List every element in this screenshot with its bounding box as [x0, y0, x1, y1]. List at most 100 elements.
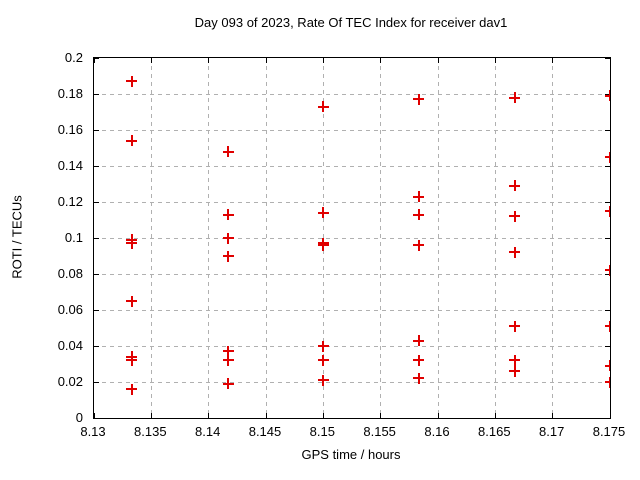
grid-line-y: [94, 165, 610, 167]
grid-line-y: [94, 237, 610, 239]
x-tick-mark: [322, 413, 324, 418]
x-tick-mark: [265, 58, 267, 63]
y-tick-mark: [605, 93, 610, 95]
y-tick-label: 0.08: [57, 266, 83, 281]
data-point-marker: [126, 354, 138, 366]
grid-line-x: [437, 58, 439, 418]
x-tick-mark: [265, 413, 267, 418]
x-tick-label: 8.13: [80, 424, 106, 439]
grid-line-y: [94, 129, 610, 131]
data-point-marker: [413, 191, 424, 203]
data-point-marker: [604, 376, 610, 388]
y-tick-mark: [605, 129, 610, 131]
y-tick-mark: [94, 345, 99, 347]
grid-line-y: [94, 273, 610, 275]
y-tick-label: 0.04: [57, 338, 83, 353]
data-point-marker: [604, 360, 610, 372]
x-tick-mark: [150, 413, 152, 418]
y-tick-label: 0.16: [57, 122, 83, 137]
data-point-marker: [126, 295, 138, 307]
data-point-marker: [222, 209, 234, 221]
x-tick-mark: [609, 58, 610, 63]
y-tick-mark: [94, 273, 99, 275]
y-tick-mark: [605, 201, 610, 203]
data-point-marker: [317, 101, 329, 113]
y-tick-mark: [94, 381, 99, 383]
y-tick-mark: [94, 165, 99, 167]
data-point-marker: [222, 354, 234, 366]
x-tick-mark: [380, 413, 382, 418]
grid-line-x: [265, 58, 267, 418]
x-tick-mark: [552, 58, 554, 63]
data-point-marker: [413, 209, 424, 221]
data-point-marker: [604, 264, 610, 276]
data-point-marker: [126, 75, 138, 87]
y-tick-mark: [605, 165, 610, 167]
y-tick-label: 0.12: [57, 194, 83, 209]
data-point-marker: [222, 345, 234, 357]
x-tick-label: 8.16: [424, 424, 450, 439]
y-tick-label: 0.2: [64, 50, 83, 65]
y-tick-mark: [94, 309, 99, 311]
x-axis-label: GPS time / hours: [301, 447, 401, 462]
data-point-marker: [317, 340, 329, 352]
x-tick-label: 8.17: [539, 424, 565, 439]
data-point-marker: [126, 383, 138, 395]
data-point-marker: [413, 239, 424, 251]
data-point-marker: [509, 246, 521, 258]
data-point-marker: [413, 335, 424, 347]
data-point-marker: [604, 205, 610, 217]
data-point-marker: [509, 365, 521, 377]
grid-line-y: [94, 93, 610, 95]
x-tick-mark: [437, 413, 439, 418]
grid-line-y: [94, 345, 610, 347]
x-tick-mark: [494, 58, 496, 63]
x-tick-label: 8.165: [478, 424, 511, 439]
y-tick-mark: [94, 237, 99, 239]
y-tick-label: 0.02: [57, 374, 83, 389]
data-point-marker: [317, 354, 329, 366]
data-point-marker: [509, 210, 521, 222]
x-tick-label: 8.145: [248, 424, 282, 439]
y-tick-mark: [605, 417, 610, 418]
y-tick-mark: [605, 273, 610, 275]
data-point-marker: [604, 151, 610, 163]
data-point-marker: [413, 354, 424, 366]
data-point-marker: [126, 237, 138, 249]
grid-line-x: [150, 58, 152, 418]
x-tick-mark: [150, 58, 152, 63]
grid-line-x: [552, 58, 554, 418]
chart-title: Day 093 of 2023, Rate Of TEC Index for r…: [194, 15, 508, 30]
y-tick-label: 0.1: [64, 230, 83, 245]
x-tick-label: 8.135: [134, 424, 167, 439]
x-tick-label: 8.155: [363, 424, 396, 439]
x-tick-label: 8.14: [195, 424, 221, 439]
y-tick-label: 0.14: [57, 158, 83, 173]
y-tick-mark: [94, 201, 99, 203]
x-tick-mark: [94, 58, 95, 63]
grid-line-x: [494, 58, 496, 418]
data-point-marker: [604, 90, 610, 102]
data-point-marker: [413, 93, 424, 105]
y-tick-mark: [94, 58, 99, 59]
grid-line-x: [380, 58, 382, 418]
grid-line-x: [208, 58, 210, 418]
data-point-marker: [413, 372, 424, 384]
x-tick-label: 8.175: [592, 424, 626, 439]
data-point-marker: [222, 378, 234, 390]
x-tick-mark: [208, 58, 210, 63]
y-tick-label: 0: [75, 410, 83, 425]
data-point-marker: [509, 180, 521, 192]
data-point-marker: [222, 232, 234, 244]
data-point-marker: [317, 239, 329, 251]
y-tick-label: 0.18: [57, 86, 83, 101]
x-tick-mark: [437, 58, 439, 63]
x-tick-mark: [609, 413, 610, 418]
y-tick-mark: [605, 58, 610, 59]
y-tick-mark: [94, 129, 99, 131]
grid-line-y: [94, 309, 610, 311]
grid-line-y: [94, 381, 610, 383]
x-tick-label: 8.15: [309, 424, 335, 439]
data-point-marker: [509, 354, 521, 366]
